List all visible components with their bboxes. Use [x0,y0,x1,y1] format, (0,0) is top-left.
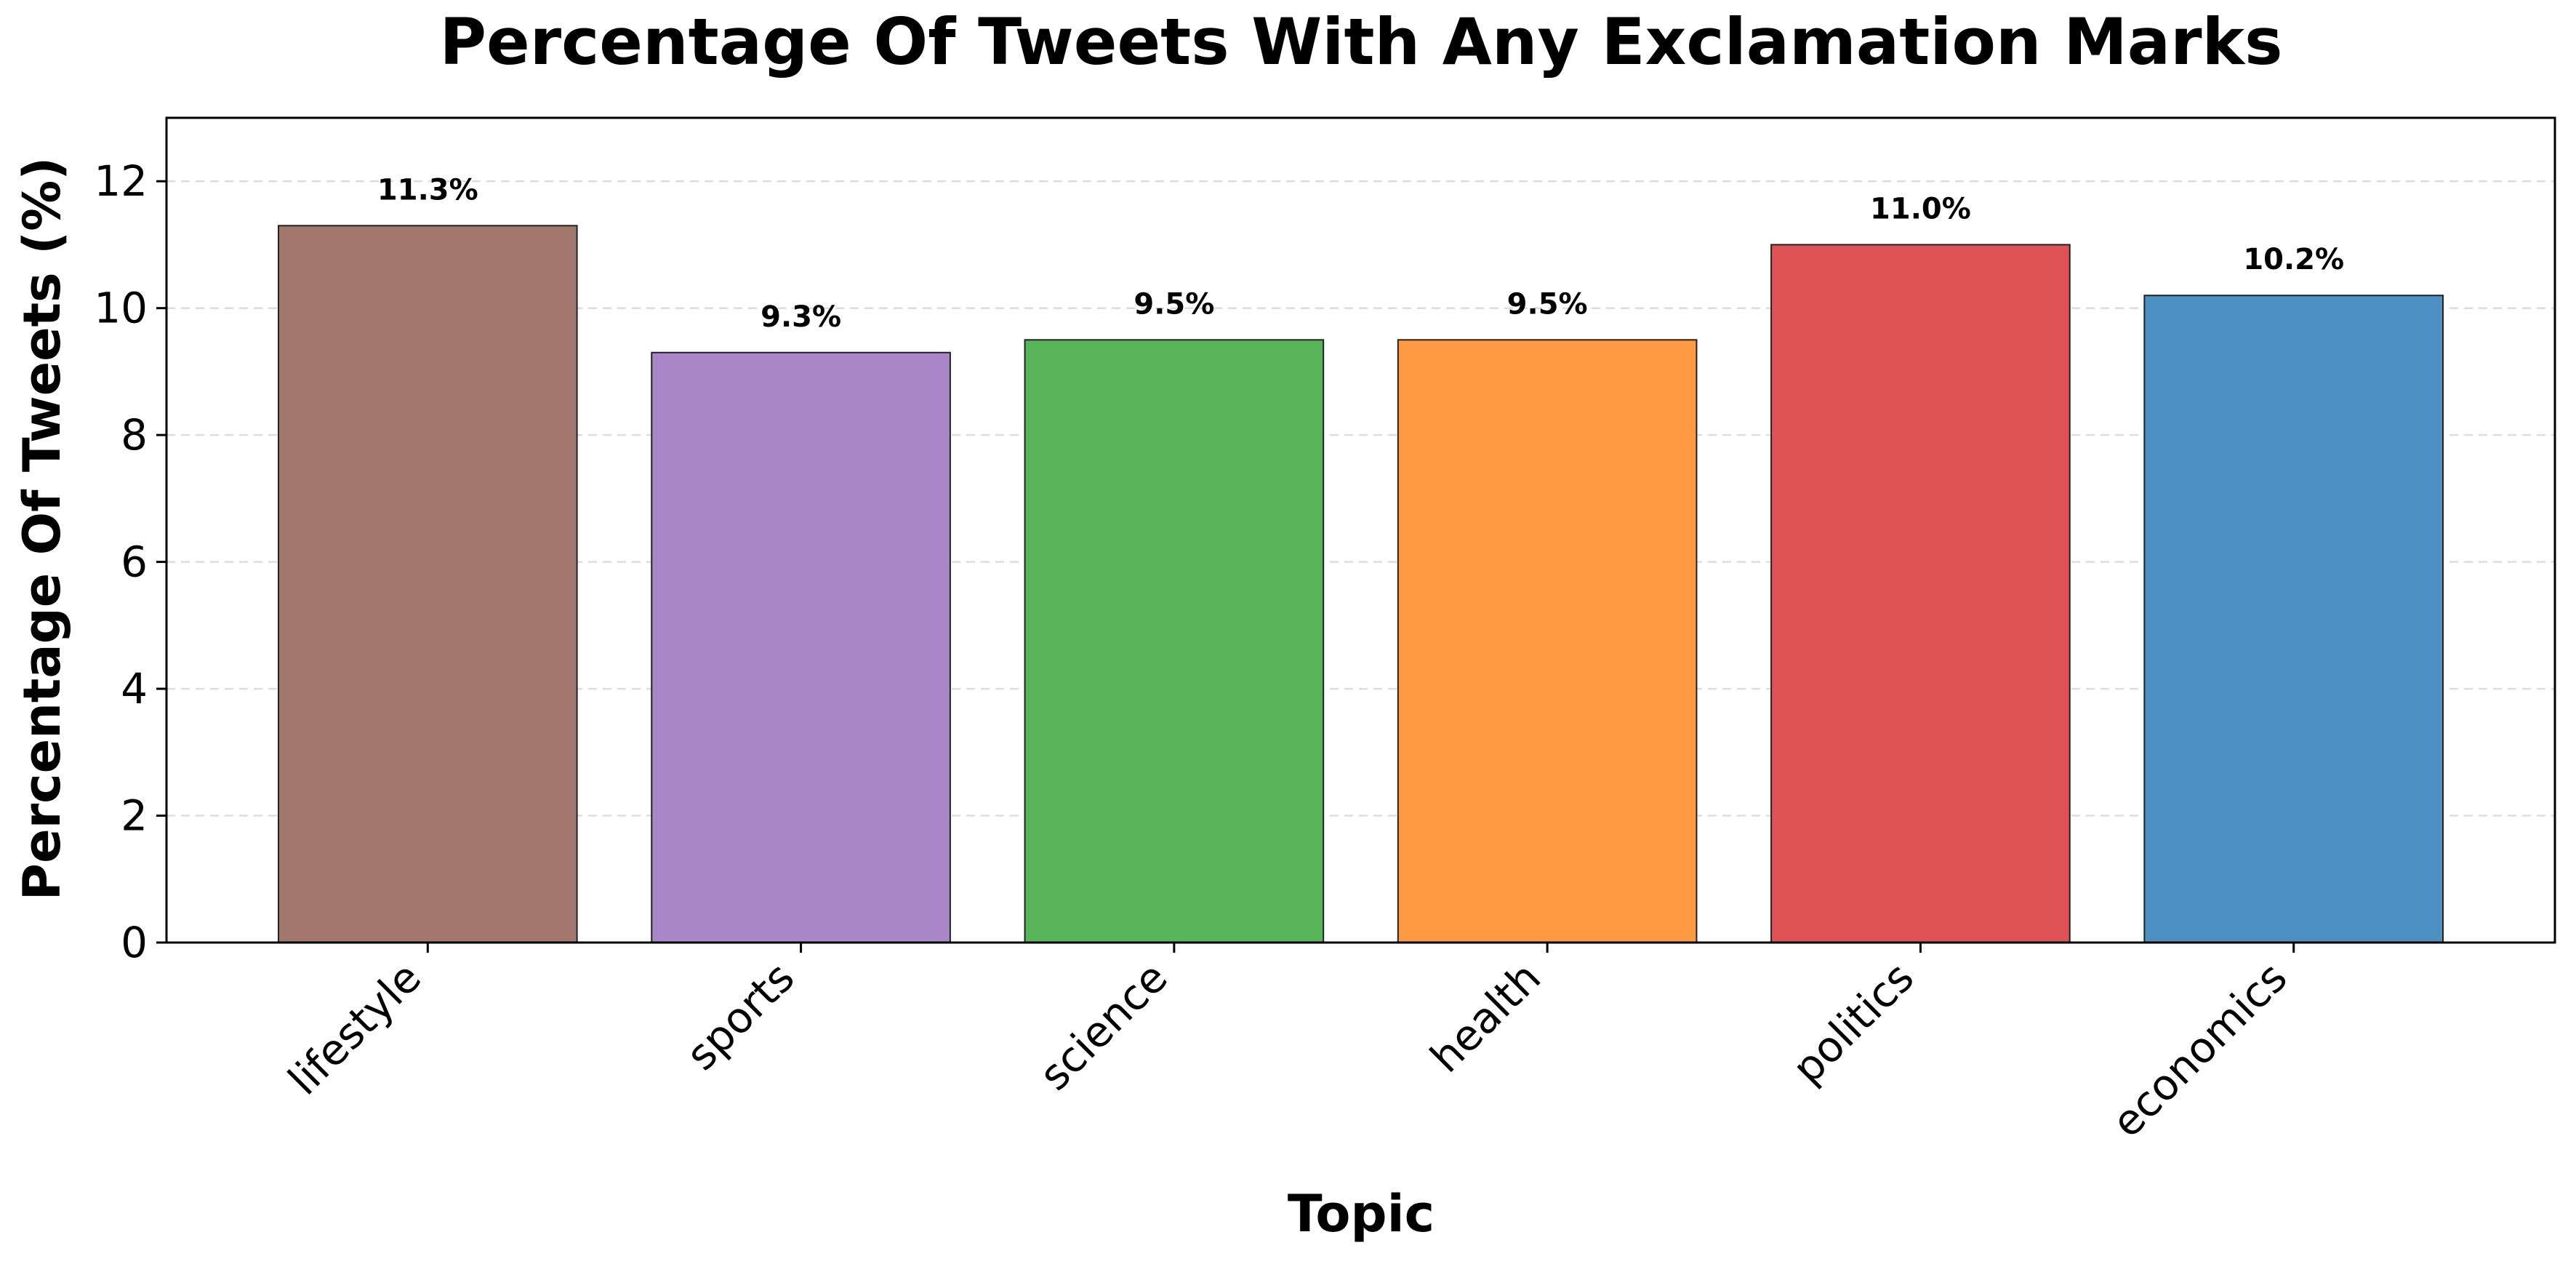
bar-lifestyle [277,225,578,943]
data-label-health: 9.5% [1507,287,1588,321]
y-tick-label: 0 [121,918,148,967]
data-label-sports: 9.3% [761,300,841,334]
bar-politics [1770,244,2071,943]
data-label-economics: 10.2% [2243,243,2344,276]
x-axis-label: Topic [1288,1184,1435,1244]
data-label-lifestyle: 11.3% [377,173,478,207]
y-axis-ticks: 0 2 4 6 8 10 12 [94,156,166,967]
bars [277,225,2444,943]
y-axis-label: Percentage Of Tweets (%) [12,157,72,900]
data-labels: 11.3% 9.3% 9.5% 9.5% 11.0% 10.2% [377,173,2344,333]
bar-science [1024,339,1325,943]
y-tick-label: 8 [121,410,148,460]
data-label-science: 9.5% [1133,287,1214,321]
data-label-politics: 11.0% [1870,192,1971,225]
chart-title: Percentage Of Tweets With Any Exclamatio… [440,4,2283,79]
y-tick-label: 10 [94,284,148,333]
bar-sports [651,351,951,943]
y-tick-label: 2 [121,791,148,841]
bar-economics [2143,295,2444,943]
plot-frame [165,116,2556,944]
bar-health [1397,339,1698,943]
y-tick-label: 4 [121,664,148,713]
y-tick-label: 6 [121,537,148,587]
y-tick-label: 12 [94,156,148,206]
